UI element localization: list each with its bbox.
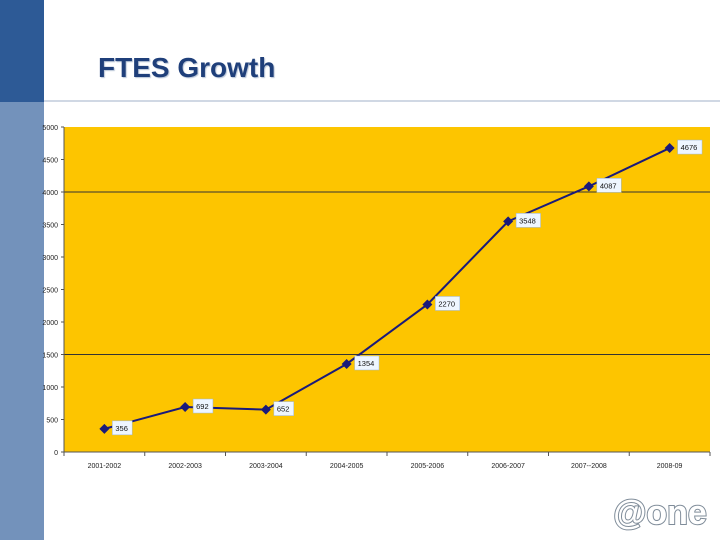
- data-point: [503, 216, 514, 227]
- data-label-box: [354, 355, 380, 371]
- side-band-bottom: [0, 102, 44, 540]
- data-point: [664, 143, 675, 154]
- data-label-box: [435, 296, 461, 311]
- data-point: [99, 423, 110, 434]
- x-tick-label: 2005-2006: [411, 463, 445, 470]
- data-label-box: [192, 398, 214, 414]
- y-tick-label: 3500: [42, 223, 58, 230]
- logo-text: @one: [613, 494, 707, 532]
- data-label: 1354: [358, 359, 375, 368]
- data-label-box: [273, 401, 294, 416]
- y-tick-label: 2500: [42, 288, 58, 295]
- y-tick-label: 5000: [42, 125, 58, 132]
- data-label-box: [596, 178, 622, 193]
- x-tick-label: 2004-2005: [330, 463, 364, 470]
- data-label: 3548: [519, 216, 536, 225]
- x-tick-label: 2007--2008: [571, 463, 607, 470]
- data-point: [180, 402, 191, 413]
- data-label: 2270: [438, 299, 455, 308]
- data-point: [583, 181, 594, 192]
- x-tick-label: 2001-2002: [88, 463, 122, 470]
- data-label: 4087: [600, 181, 617, 190]
- y-tick-label: 0: [54, 450, 58, 457]
- data-label: 692: [196, 402, 209, 411]
- x-tick-label: 2008-09: [657, 463, 683, 470]
- y-tick-label: 4000: [42, 190, 58, 197]
- data-point: [260, 404, 271, 415]
- y-tick-label: 1500: [42, 353, 58, 360]
- header-rule: [44, 100, 720, 102]
- data-labels: 356 692 652 1354 2270 3548 4087 4676: [112, 139, 703, 436]
- x-tick-label: 2002-2003: [168, 463, 202, 470]
- y-tick-label: 500: [46, 418, 58, 425]
- y-tick-label: 2000: [42, 320, 58, 327]
- x-tick-label: 2006-2007: [491, 463, 525, 470]
- y-tick-label: 1000: [42, 385, 58, 392]
- slide-title: FTES Growth: [98, 52, 276, 83]
- x-axis: 2001-2002 2002-2003 2003-2004 2004-2005 2005…: [63, 451, 711, 470]
- data-label-box: [112, 420, 133, 436]
- data-label: 652: [277, 405, 290, 414]
- at-one-logo: @one: [612, 493, 708, 533]
- y-tick-label: 3000: [42, 255, 58, 262]
- data-label: 356: [115, 424, 128, 433]
- data-label: 4676: [681, 143, 698, 152]
- data-points: [99, 143, 675, 434]
- data-point: [422, 299, 433, 310]
- x-tick-label: 2003-2004: [249, 463, 283, 470]
- y-tick-label: 4500: [42, 158, 58, 165]
- y-axis: 0 500 1000 1500 2000 2500 3000 3500 4000 4500 5000: [42, 125, 65, 457]
- data-label-box: [515, 213, 541, 228]
- data-label-box: [677, 139, 703, 155]
- data-point: [341, 358, 352, 369]
- side-band-top: [0, 0, 44, 102]
